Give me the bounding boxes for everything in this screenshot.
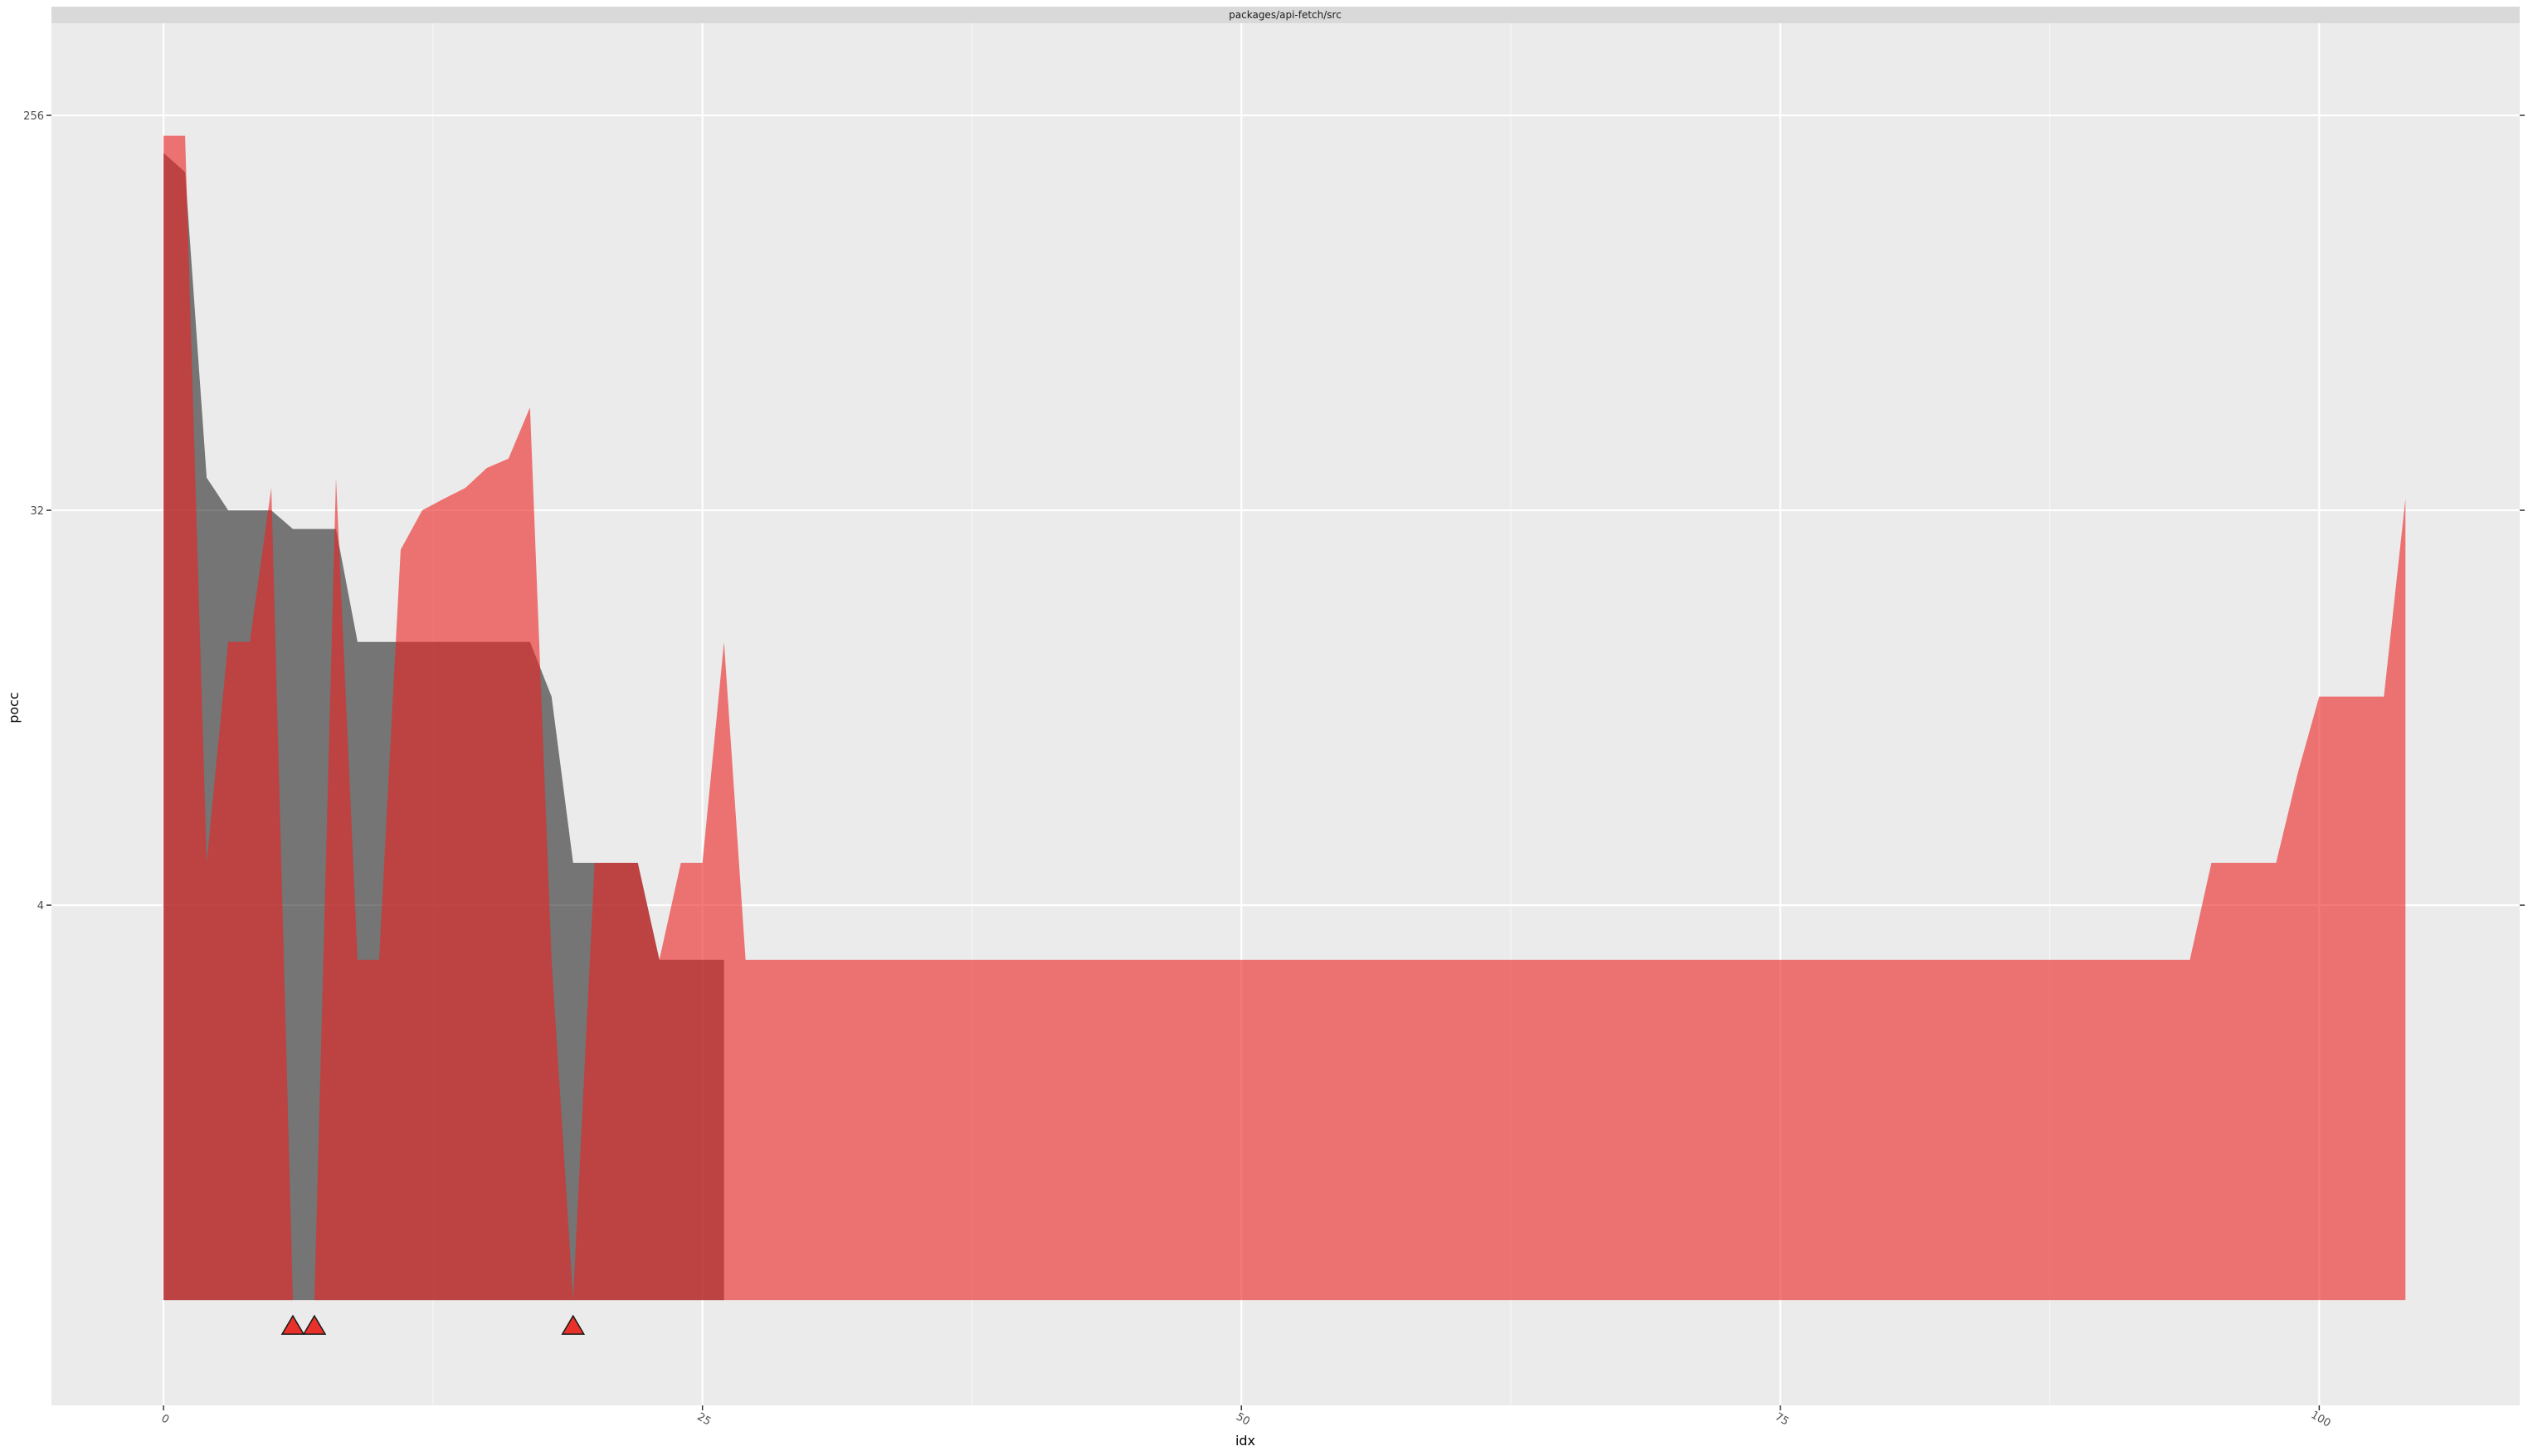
area-series: [163, 135, 2406, 1301]
marker-layer: [280, 1314, 586, 1335]
secondary-y-ticks: [2520, 114, 2525, 906]
x-axis: 0 25 50 75 100: [159, 1405, 2333, 1430]
facet-label: packages/api-fetch/src: [1229, 9, 1342, 21]
x-axis-title: idx: [1235, 1433, 1255, 1449]
y-tick-label: 32: [30, 505, 44, 518]
triangle-marker: [302, 1314, 327, 1335]
triangle-marker: [280, 1314, 305, 1335]
triangle-marker: [561, 1314, 586, 1335]
y-axis-title: pocc: [6, 692, 22, 723]
y-tick-label: 4: [37, 900, 44, 913]
x-tick-label: 50: [1234, 1410, 1252, 1428]
facet-strip: [51, 7, 2520, 23]
y-axis: 256 32 4: [23, 110, 51, 913]
x-tick-label: 75: [1773, 1410, 1791, 1428]
area-series-1: [163, 135, 2406, 1301]
y-tick-label: 256: [23, 110, 44, 123]
x-tick-label: 25: [695, 1410, 714, 1428]
